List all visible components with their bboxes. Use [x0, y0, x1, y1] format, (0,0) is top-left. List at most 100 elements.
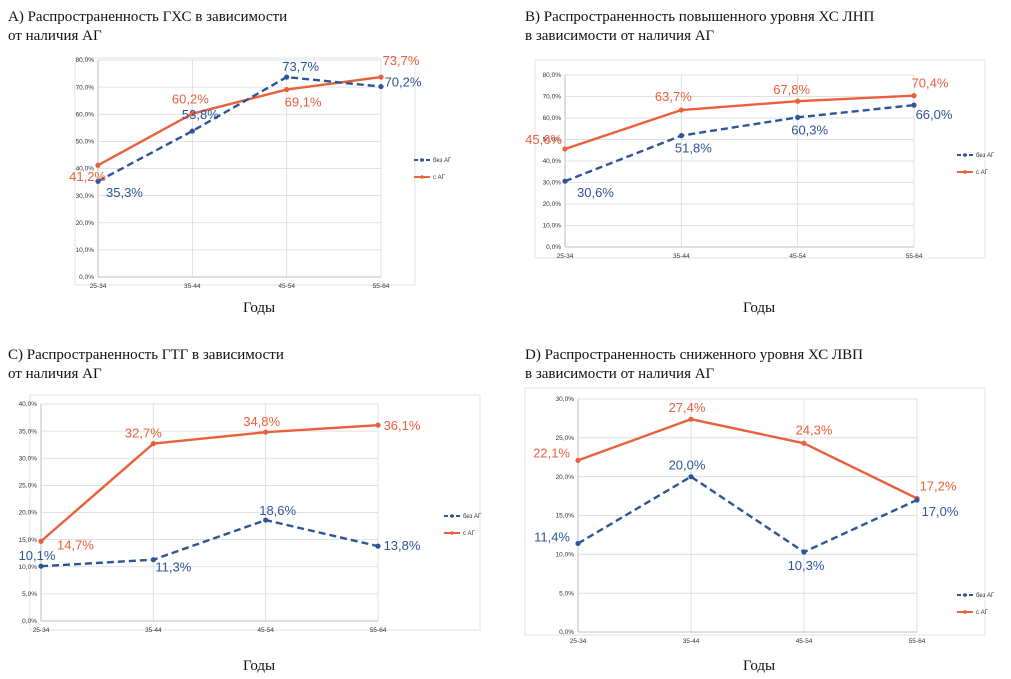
data-point: [914, 497, 920, 503]
y-tick-label: 50,0%: [76, 139, 95, 146]
chart-a: 0,0% 10,0% 20,0% 30,0% 40,0% 50,0% 60,0% 70,0% 8…: [69, 53, 452, 290]
data-label: 11,4%: [534, 529, 570, 544]
y-tick-label: 30,0%: [543, 180, 562, 187]
data-point: [284, 86, 290, 93]
data-point: [189, 111, 195, 117]
chart-c: 0,0% 5,0% 10,0% 15,0% 20,0% 25,0% 30,0% 35,0% 40…: [19, 394, 482, 634]
data-label: 17,2%: [920, 478, 957, 493]
series-line-bez-ag: [97, 75, 382, 183]
x-tick-label: 25-34: [33, 627, 50, 634]
data-point: [378, 83, 384, 90]
x-axis-label-a: Годы: [243, 300, 276, 316]
data-point: [375, 422, 381, 428]
chart-title-c: C) Распространенность ГТГ в зависимости …: [8, 347, 284, 382]
data-label: 20,0%: [669, 458, 706, 473]
series-line-s-ag: [577, 417, 918, 500]
data-label: 60,2%: [172, 92, 209, 107]
y-tick-label: 20,0%: [19, 510, 38, 517]
y-tick-label: 20,0%: [556, 474, 575, 481]
chart-d: 0,0% 5,0% 10,0% 15,0% 20,0% 25,0% 30,0% 25-34 35…: [524, 387, 995, 645]
x-tick-label: 25-34: [90, 283, 107, 290]
data-point: [95, 162, 101, 168]
data-label: 24,3%: [796, 422, 833, 437]
data-point: [575, 540, 581, 547]
data-label: 73,7%: [383, 53, 420, 68]
series-line-s-ag: [97, 75, 382, 167]
data-point: [263, 517, 269, 523]
data-point: [562, 146, 568, 152]
data-label: 70,2%: [385, 75, 422, 90]
y-tick-label: 0,0%: [559, 629, 574, 636]
x-tick-label: 35-44: [673, 253, 690, 260]
data-label: 41,2%: [69, 169, 106, 184]
chart-title-b: B) Распространенность повышенного уровня…: [525, 9, 875, 44]
y-tick-label: 5,0%: [559, 590, 574, 597]
y-tick-label: 0,0%: [546, 244, 561, 251]
x-tick-label: 25-34: [570, 638, 587, 645]
y-tick-label: 0,0%: [79, 274, 94, 281]
data-point: [150, 441, 156, 447]
data-point: [575, 457, 581, 463]
data-label: 18,6%: [259, 503, 296, 518]
y-tick-label: 5,0%: [22, 591, 37, 598]
data-label: 11,3%: [155, 560, 191, 575]
data-label: 30,6%: [577, 185, 614, 200]
data-label: 13,8%: [384, 538, 421, 553]
y-tick-label: 80,0%: [543, 72, 562, 79]
x-axis-label-c: Годы: [243, 658, 276, 674]
data-label: 45,6%: [525, 132, 562, 147]
x-tick-label: 45-54: [257, 627, 274, 634]
x-tick-label: 45-54: [796, 638, 813, 645]
x-tick-label: 35-44: [184, 283, 201, 290]
y-tick-label: 35,0%: [19, 428, 38, 435]
y-tick-label: 15,0%: [19, 537, 38, 544]
chart-b: 0,0% 10,0% 20,0% 30,0% 40,0% 50,0% 60,0% 70,0% 8…: [525, 59, 995, 260]
panel-c: C) Распространенность ГТГ в зависимости …: [0, 340, 505, 679]
data-label: 22,1%: [533, 445, 570, 460]
data-point: [688, 416, 694, 422]
legend-marker: [963, 170, 967, 174]
legend-marker: [450, 531, 454, 535]
y-tick-label: 40,0%: [19, 401, 38, 408]
data-label: 34,8%: [243, 414, 280, 429]
legend-marker: [450, 514, 454, 518]
data-point: [795, 98, 801, 104]
y-tick-label: 25,0%: [556, 435, 575, 442]
x-tick-label: 25-34: [557, 253, 574, 260]
data-label: 53,8%: [182, 107, 219, 122]
x-tick-label: 35-44: [683, 638, 700, 645]
data-point: [911, 102, 917, 108]
data-point: [801, 549, 807, 555]
series-line-s-ag: [40, 423, 379, 543]
data-point: [150, 557, 156, 563]
x-tick-label: 55-64: [373, 283, 390, 290]
chart-frame: [534, 59, 986, 259]
y-tick-label: 70,0%: [543, 94, 562, 101]
legend-label: без АГ: [976, 153, 995, 159]
legend-marker: [963, 153, 967, 157]
legend-label: с АГ: [976, 610, 989, 616]
data-label: 10,3%: [788, 558, 825, 573]
data-point: [38, 563, 44, 569]
data-label: 32,7%: [125, 426, 162, 441]
data-point: [284, 74, 290, 80]
y-tick-label: 10,0%: [76, 247, 95, 254]
y-tick-label: 10,0%: [543, 223, 562, 230]
data-point: [801, 440, 807, 446]
data-label: 66,0%: [916, 107, 953, 122]
y-tick-label: 10,0%: [19, 564, 38, 571]
legend-label: без АГ: [976, 593, 995, 599]
x-tick-label: 55-64: [909, 638, 926, 645]
y-tick-label: 25,0%: [19, 483, 38, 490]
y-tick-label: 30,0%: [76, 193, 95, 200]
x-tick-label: 55-64: [370, 627, 387, 634]
y-tick-label: 30,0%: [19, 455, 38, 462]
x-axis-label-b: Годы: [743, 300, 776, 316]
legend-marker: [420, 175, 424, 179]
data-point: [688, 474, 694, 480]
data-point: [38, 538, 44, 544]
x-tick-label: 45-54: [278, 283, 295, 290]
y-tick-label: 15,0%: [556, 513, 575, 520]
data-label: 51,8%: [675, 141, 712, 156]
chart-title-d: D) Распространенность сниженного уровня …: [525, 347, 864, 382]
